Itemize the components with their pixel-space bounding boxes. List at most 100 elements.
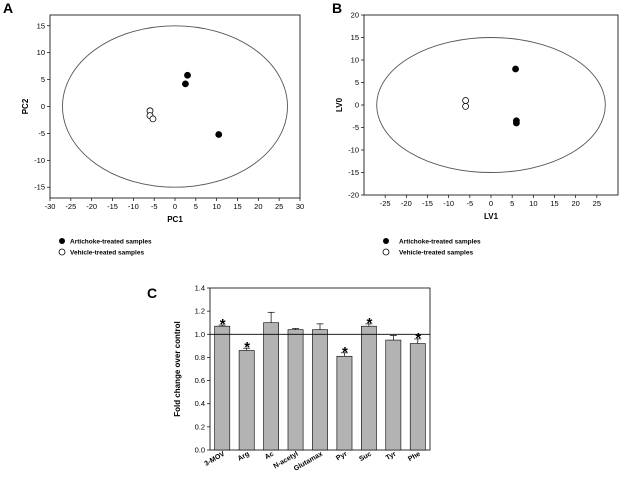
legend-marker-open: [382, 248, 390, 256]
data-point-artichoke: [513, 119, 520, 127]
bar-3-mov: [214, 325, 231, 451]
y-tick-label: 15: [37, 21, 45, 30]
x-tick-label: 25: [275, 202, 283, 211]
y-tick-label: 0: [355, 101, 359, 110]
x-tick-label: -30: [45, 202, 56, 211]
x-axis-label: LV1: [484, 212, 499, 221]
plot-frame: [363, 14, 619, 196]
y-tick-label: 0.2: [195, 422, 205, 431]
confidence-ellipse: [62, 25, 288, 188]
x-tick-label: 15: [550, 199, 558, 208]
x-tick-label: 15: [233, 202, 241, 211]
x-tick-label: 5: [510, 199, 514, 208]
data-point-vehicle: [149, 115, 157, 123]
x-tick-label: 30: [296, 202, 304, 211]
panel-letter-c: C: [147, 285, 157, 301]
bar-n-acetyl: [287, 329, 304, 451]
significance-star: *: [244, 339, 250, 356]
x-tick-label: 10: [212, 202, 220, 211]
y-axis-label: LV0: [335, 97, 344, 112]
confidence-ellipse: [376, 37, 606, 173]
y-tick-label: -15: [34, 183, 45, 192]
x-axis-label: PC1: [167, 215, 183, 224]
legend-label-vehicle: Vehicle-treated samples: [399, 250, 473, 257]
bar-pyr: [336, 355, 353, 451]
y-tick-label: 15: [351, 33, 359, 42]
x-tick-label: 5: [194, 202, 198, 211]
legend-marker-open: [58, 248, 66, 256]
y-tick-label: -5: [352, 123, 359, 132]
data-point-vehicle: [462, 97, 470, 104]
y-tick-label: 0.0: [195, 446, 205, 455]
y-tick-label: -20: [348, 191, 359, 200]
data-point-artichoke: [512, 65, 519, 73]
y-axis-label: Fold change over control: [173, 321, 182, 417]
data-point-vehicle: [462, 102, 470, 110]
x-tick-label: 20: [254, 202, 262, 211]
y-tick-label: -15: [348, 168, 359, 177]
x-tick-label: -5: [466, 199, 473, 208]
category-label: Arg: [237, 451, 251, 463]
category-label: Suc: [358, 451, 373, 464]
y-tick-label: 1.0: [195, 330, 205, 339]
bar-tyr: [385, 339, 402, 451]
data-point-artichoke: [182, 80, 189, 88]
y-tick-label: -10: [34, 156, 45, 165]
panel-c-bar-chart: 0.0 0.2 0.4 0.6 0.8 1.0 1.2 1.4 Fold change over…: [173, 284, 431, 473]
category-label: 3-MOV: [204, 451, 227, 468]
y-axis-label: PC2: [21, 98, 30, 114]
plot-frame: [49, 14, 301, 199]
category-label: Pyr: [335, 451, 349, 463]
x-tick-label: 0: [173, 202, 177, 211]
bar-ac: [263, 322, 279, 451]
significance-star: *: [342, 344, 348, 361]
bar-arg: [238, 350, 255, 451]
data-point-artichoke: [215, 131, 223, 138]
y-tick-label: 10: [351, 56, 359, 65]
legend-marker-filled: [383, 238, 389, 244]
x-tick-label: -5: [151, 202, 158, 211]
y-tick-label: 0.6: [195, 376, 205, 385]
data-point-artichoke: [184, 71, 191, 79]
x-tick-label: 10: [529, 199, 537, 208]
x-tick-label: 25: [593, 199, 601, 208]
panel-a-scatter: -30 -25 -20 -15 -10 -5 0 5 10 15 20 25 30 -15 -10 -5 0 5 1…: [21, 14, 304, 224]
significance-star: *: [366, 315, 372, 332]
x-tick-label: -20: [86, 202, 97, 211]
legend-label-artichoke: Artichoke-treated samples: [399, 239, 481, 246]
x-tick-label: -25: [65, 202, 76, 211]
bar-phe: [409, 343, 426, 451]
x-tick-label: 20: [571, 199, 579, 208]
panel-a-legend: Artichoke-treated samples Vehicle-treate…: [58, 238, 152, 257]
y-tick-label: 20: [351, 11, 359, 20]
y-tick-label: 5: [355, 78, 359, 87]
legend-label-artichoke: Artichoke-treated samples: [70, 239, 152, 246]
x-tick-label: 0: [489, 199, 493, 208]
legend-label-vehicle: Vehicle-treated samples: [70, 250, 144, 257]
significance-star: *: [415, 330, 421, 347]
y-tick-label: 5: [41, 75, 45, 84]
y-tick-label: 0: [41, 102, 45, 111]
significance-star: *: [220, 316, 226, 333]
x-tick-label: -20: [401, 199, 412, 208]
bar-suc: [361, 325, 377, 451]
x-tick-label: -10: [443, 199, 454, 208]
category-label: Phe: [407, 451, 422, 464]
panel-b-legend: Artichoke-treated samples Vehicle-treate…: [382, 238, 481, 257]
y-tick-label: 1.2: [195, 307, 205, 316]
y-tick-label: -5: [38, 129, 45, 138]
x-tick-label: -10: [128, 202, 139, 211]
panel-letter-a: A: [3, 0, 13, 16]
y-tick-label: 0.8: [195, 353, 205, 362]
legend-marker-filled: [59, 238, 65, 244]
category-label: Tyr: [385, 451, 398, 462]
panel-b-scatter: -25 -20 -15 -10 -5 0 5 10 15 20 25 -20 -15 -10 -5 0 5 10 1…: [335, 11, 619, 221]
y-tick-label: 1.4: [195, 284, 205, 293]
y-tick-label: 0.4: [195, 399, 205, 408]
x-tick-label: -15: [107, 202, 118, 211]
category-label: Ac: [264, 451, 275, 462]
panel-letter-b: B: [332, 0, 342, 16]
bar-glutamax: [312, 329, 328, 451]
y-tick-label: 10: [37, 48, 45, 57]
